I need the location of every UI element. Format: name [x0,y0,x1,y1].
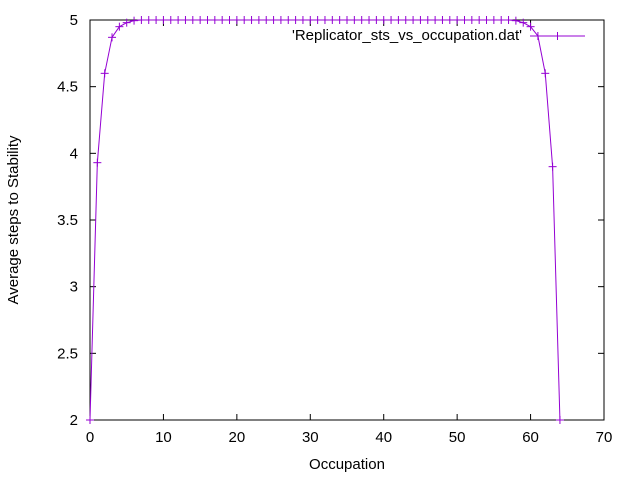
data-point [115,22,124,31]
data-point [203,16,212,24]
data-point [387,16,396,24]
x-tick-label: 60 [522,429,539,446]
data-point [394,16,403,24]
data-point [298,16,307,24]
x-axis-label: Occupation [309,456,385,473]
data-point [335,16,344,24]
data-point [467,16,476,24]
data-point [511,16,520,25]
data-point [423,16,432,24]
data-point [438,16,447,24]
data-point [453,16,462,24]
data-point [409,16,418,24]
data-point [225,16,234,24]
data-point [526,22,535,31]
series-line [89,19,561,421]
data-point [269,16,278,24]
data-point [379,16,388,24]
data-point [152,16,161,24]
data-point [548,162,557,171]
data-point [262,16,271,24]
data-point [232,16,241,24]
data-point [357,16,366,24]
data-point [497,16,506,24]
data-point [210,16,219,24]
data-point [122,18,131,27]
x-tick-label: 70 [596,429,613,446]
data-point [137,16,146,24]
data-point [328,16,337,24]
data-point [276,16,285,24]
data-point [166,16,175,24]
data-point [365,16,374,24]
data-point [108,33,117,42]
x-tick-label: 0 [86,429,94,446]
data-point [144,16,153,24]
data-point [196,16,205,24]
data-point [93,158,102,167]
data-point [254,16,263,24]
data-point [541,69,550,78]
data-point [181,16,190,24]
data-point [504,16,513,24]
x-tick-label: 50 [449,429,466,446]
data-point [247,16,256,24]
data-point [291,16,300,24]
y-tick-label: 2.5 [57,345,78,362]
data-point [519,18,528,27]
data-point [218,16,227,24]
y-tick-label: 2 [70,412,78,429]
data-point [313,16,322,24]
y-tick-label: 5 [70,12,78,29]
data-point [86,416,94,424]
legend-label: 'Replicator_sts_vs_occupation.dat' [292,27,522,44]
data-point [482,16,491,24]
data-point [174,16,183,24]
data-point [343,16,351,24]
x-tick-label: 10 [155,429,172,446]
legend: 'Replicator_sts_vs_occupation.dat' [292,27,585,44]
axis-ticks: 0 10 20 30 40 50 60 70 2 2.5 3 3.5 4 4.5 5 [57,12,612,446]
series-layer [86,16,564,424]
y-tick-label: 3.5 [57,212,78,229]
data-point [350,16,359,24]
data-point [159,16,168,24]
y-tick-label: 3 [70,279,78,296]
x-tick-label: 20 [229,429,246,446]
y-tick-label: 4.5 [57,79,78,96]
plot-frame [89,19,605,421]
data-point [431,16,440,24]
data-point [100,69,109,78]
data-point [130,16,139,25]
y-tick-label: 4 [70,145,78,162]
data-point [416,16,425,24]
data-point [445,16,454,24]
legend-marker [553,32,562,40]
x-tick-label: 30 [302,429,319,446]
data-point [460,16,469,24]
data-point [188,16,197,24]
data-point [284,16,293,24]
data-point [401,16,410,24]
y-axis-label: Average steps to Stability [5,135,22,304]
data-point [320,16,329,24]
data-point [475,16,484,24]
data-point [306,16,315,24]
data-point [240,16,249,24]
x-tick-label: 40 [375,429,392,446]
data-point [555,416,564,424]
data-point [372,16,381,24]
data-point [489,16,498,24]
